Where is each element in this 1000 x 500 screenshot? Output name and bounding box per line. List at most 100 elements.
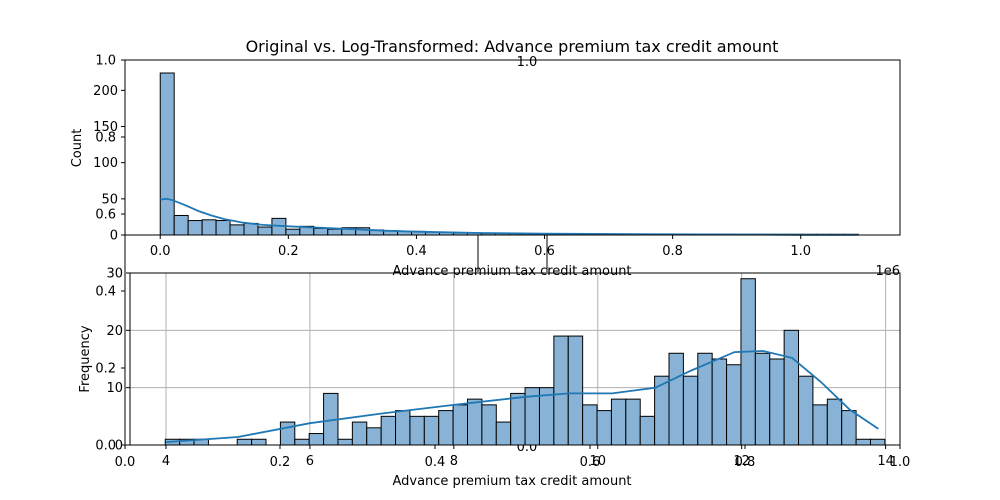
histogram-bar — [395, 410, 411, 446]
x-tick-label: 0.4 — [406, 244, 427, 259]
histogram-bar — [596, 410, 612, 446]
y-tick-label: 100 — [93, 156, 118, 171]
histogram-bar — [243, 222, 259, 236]
top-x-axis-label: Advance premium tax credit amount — [392, 264, 631, 279]
bottom-bars-group — [164, 278, 886, 446]
histogram-bar — [313, 227, 329, 236]
histogram-bar — [236, 438, 253, 446]
histogram-bar — [380, 415, 397, 446]
histogram-bar — [467, 398, 483, 446]
bottom-kde-line — [165, 350, 879, 443]
histogram-bar — [567, 335, 584, 446]
histogram-bar — [201, 219, 217, 236]
overlay-y-tick-label: 0.6 — [95, 208, 116, 223]
x-tick-label: 12 — [733, 454, 750, 469]
histogram-bar — [754, 352, 771, 446]
y-tick-label: 30 — [106, 267, 123, 282]
histogram-bar — [308, 433, 325, 446]
histogram-bar — [869, 438, 886, 446]
bottom-y-ticks: 0 10 20 30 — [106, 267, 130, 454]
x-tick-label: 0.2 — [278, 244, 299, 259]
y-tick-label: 20 — [106, 324, 123, 339]
overlay-y-tick-label: 0.8 — [95, 131, 116, 146]
histogram-bar — [173, 214, 189, 236]
x-tick-label: 6 — [306, 454, 314, 469]
y-tick-label: 200 — [93, 84, 118, 99]
histogram-bar — [327, 228, 343, 236]
overlay-x-tick-label: 0.0 — [115, 455, 136, 470]
top-histogram-axes: 0.0 0.2 0.4 0.6 0.8 1.0 0 50 100 150 200 Advance … — [70, 59, 901, 279]
bottom-y-axis-label: Frequency — [78, 325, 93, 392]
histogram-bar — [337, 438, 353, 446]
histogram-bar — [783, 329, 800, 446]
x-tick-label: 1.0 — [790, 244, 811, 259]
histogram-bar — [726, 364, 742, 446]
histogram-bar — [668, 352, 684, 446]
histogram-bar — [351, 421, 368, 446]
overlay-x-tick-label: 0.6 — [580, 455, 601, 470]
histogram-bar — [257, 226, 273, 236]
overlay-y-tick-label: 0.4 — [95, 285, 116, 300]
top-y-ticks: 0 50 100 150 200 — [93, 84, 125, 244]
overlay-x-tick-label: 1.0 — [890, 455, 911, 470]
histogram-bar — [285, 228, 301, 236]
histogram-bar — [855, 438, 871, 446]
x-tick-label: 0.0 — [150, 244, 171, 259]
histogram-bar — [798, 375, 814, 446]
overlay-center-label: 1.0 — [517, 55, 538, 70]
x-tick-label: 0.8 — [662, 244, 683, 259]
histogram-bar — [215, 220, 231, 236]
histogram-bar — [625, 398, 641, 446]
histogram-bar — [510, 392, 526, 446]
y-tick-label: 10 — [106, 381, 123, 396]
histogram-bar — [740, 278, 756, 446]
x-tick-label: 0.6 — [534, 244, 555, 259]
histogram-bar — [438, 410, 454, 446]
overlay-x-tick-label: 0.4 — [425, 455, 446, 470]
top-y-axis-label: Count — [70, 129, 85, 168]
x-tick-label: 10 — [589, 454, 606, 469]
bottom-x-ticks: 4 6 8 10 12 14 — [162, 445, 894, 469]
histogram-bar — [812, 404, 828, 446]
overlay-y-tick-label: 0.2 — [95, 362, 116, 377]
bottom-histogram-axes: 4 6 8 10 12 14 0 10 20 30 Advance premium tax cr… — [78, 267, 901, 489]
histogram-bar — [452, 404, 469, 446]
histogram-bar — [582, 404, 598, 446]
histogram-bar — [279, 421, 296, 446]
histogram-bar — [294, 438, 310, 446]
histogram-bar — [366, 427, 382, 446]
figure-title: Original vs. Log-Transformed: Advance pr… — [246, 37, 779, 56]
histogram-bar — [409, 415, 425, 446]
overlay-x-tick-label: 0.8 — [735, 455, 756, 470]
histogram-bar — [251, 438, 267, 446]
overlay-y-tick-label: 1.0 — [95, 54, 116, 69]
histogram-bar — [826, 398, 843, 446]
histogram-bar — [495, 421, 512, 446]
y-tick-label: 50 — [101, 192, 118, 207]
x-tick-label: 14 — [877, 454, 894, 469]
histogram-bar — [769, 358, 785, 446]
histogram-bar — [682, 375, 699, 446]
histogram-bar — [481, 404, 497, 446]
x-tick-label: 4 — [162, 454, 170, 469]
histogram-bar — [229, 224, 245, 236]
histogram-bar — [423, 415, 440, 446]
top-axes-frame — [124, 59, 901, 236]
histogram-bar — [639, 415, 656, 446]
top-kde-line — [160, 197, 859, 236]
top-x-offset-label: 1e6 — [875, 264, 900, 279]
bottom-x-axis-label: Advance premium tax credit amount — [392, 474, 631, 489]
histogram-bar — [841, 410, 857, 446]
overlay-x-tick-label: 0.2 — [270, 455, 291, 470]
histogram-bar — [187, 220, 203, 236]
y-tick-label: 150 — [93, 120, 118, 135]
histogram-bar — [553, 335, 569, 446]
y-tick-label: 0 — [115, 439, 123, 454]
y-tick-label: 0 — [110, 229, 118, 244]
histogram-bar — [711, 358, 728, 446]
x-tick-label: 8 — [450, 454, 458, 469]
overlay-y-tick-label: 0.0 — [95, 439, 116, 454]
top-x-ticks: 0.0 0.2 0.4 0.6 0.8 1.0 — [150, 235, 811, 259]
histogram-bar — [159, 72, 175, 236]
